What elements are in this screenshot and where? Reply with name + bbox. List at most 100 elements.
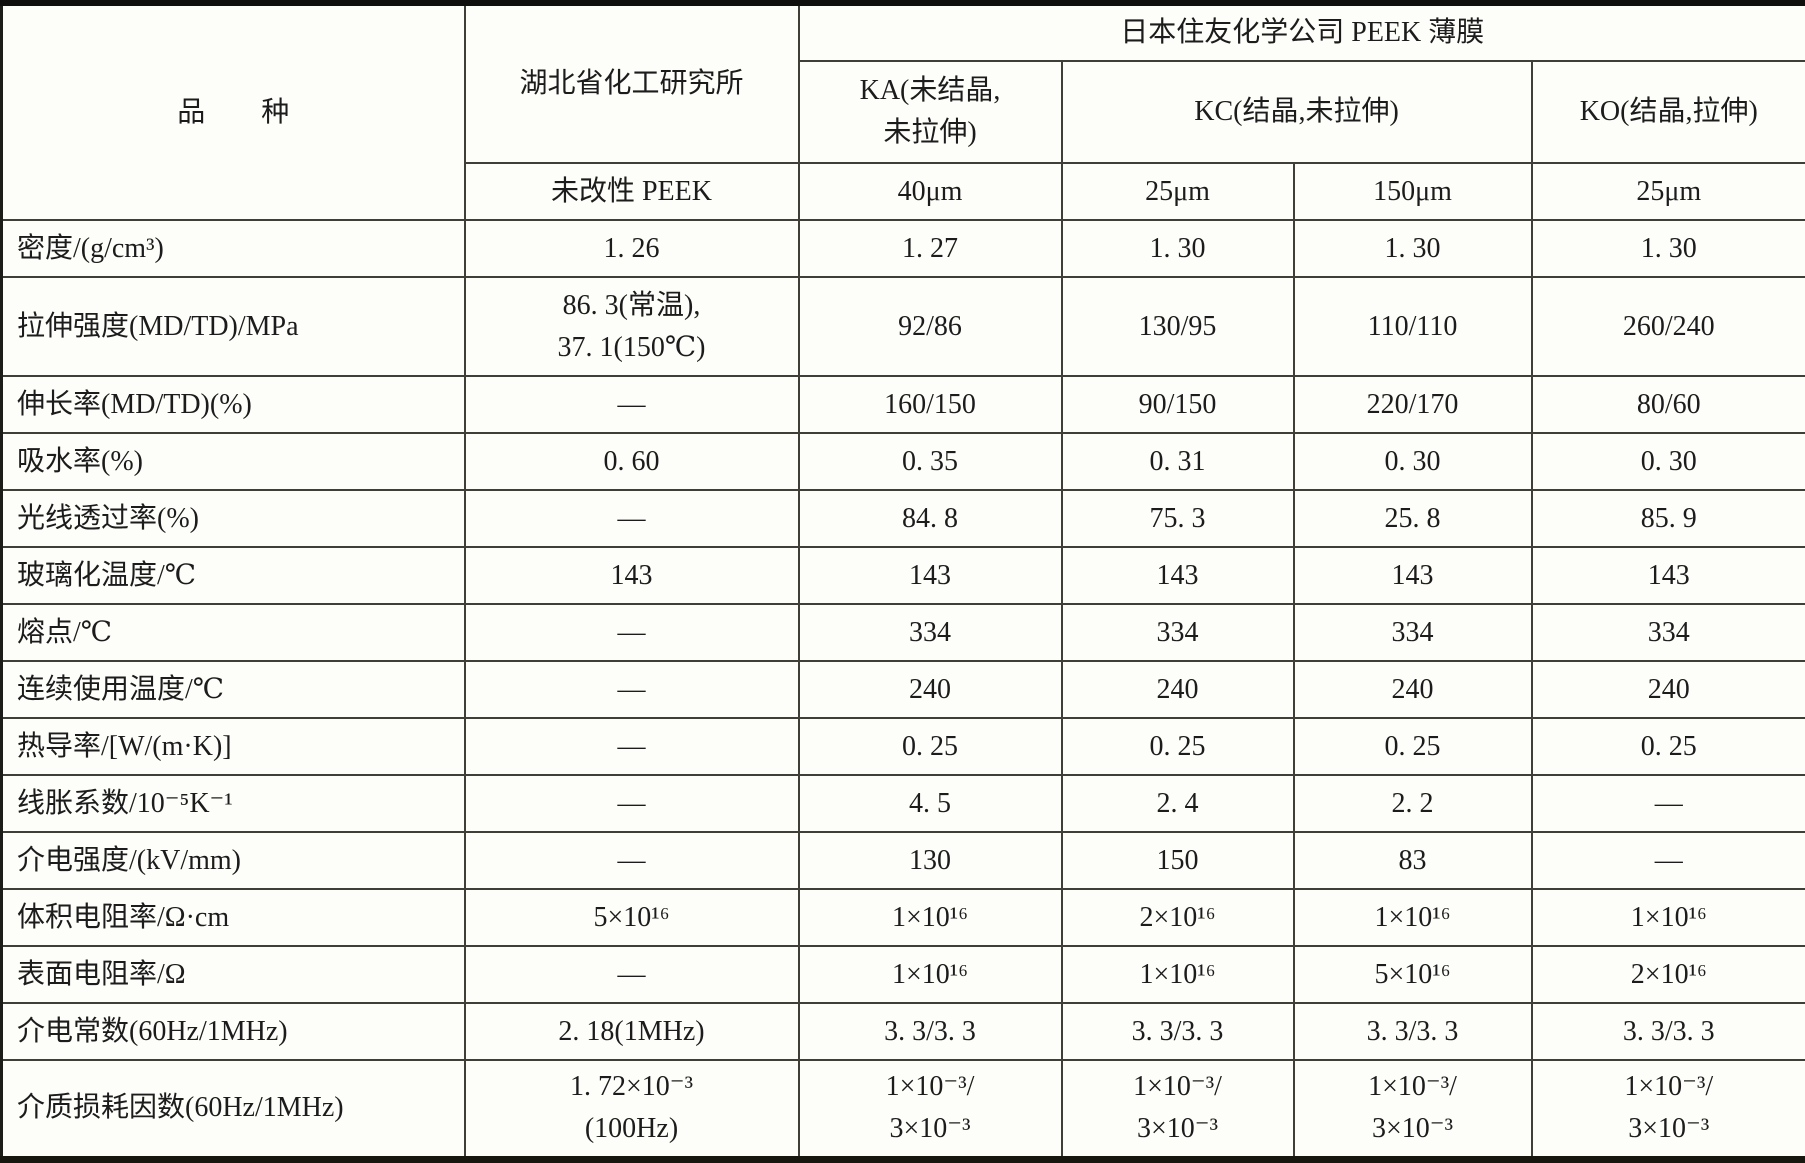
property-value-cell: 1×10⁻³/ 3×10⁻³ <box>1530 1059 1805 1160</box>
property-row-label: 连续使用温度/℃ <box>0 660 466 719</box>
property-row-label: 吸水率(%) <box>0 432 466 491</box>
col-header-grade-ka: KA(未结晶, 未拉伸) <box>797 60 1063 164</box>
property-value-cell: 3. 3/3. 3 <box>1292 1002 1533 1061</box>
property-value-cell: 1. 27 <box>797 219 1063 278</box>
property-value-cell: — <box>463 375 800 434</box>
property-row-label: 密度/(g/cm³) <box>0 219 466 278</box>
property-row: 吸水率(%) 0. 60 0. 35 0. 31 0. 30 0. 30 <box>0 432 1805 491</box>
property-row: 密度/(g/cm³) 1. 26 1. 27 1. 30 1. 30 1. 30 <box>0 219 1805 278</box>
property-row: 热导率/[W/(m·K)] —0. 25 0. 25 0. 25 0. 25 <box>0 717 1805 776</box>
property-value-cell: 143 <box>797 546 1063 605</box>
property-value-cell: 3. 3/3. 3 <box>1060 1002 1295 1061</box>
property-value-cell: 240 <box>1060 660 1295 719</box>
property-value-cell: 0. 30 <box>1292 432 1533 491</box>
property-value-cell: 85. 9 <box>1530 489 1805 548</box>
property-value-cell: 92/86 <box>797 276 1063 377</box>
property-value-cell: 2×10¹⁶ <box>1060 888 1295 947</box>
property-value-cell: 1. 30 <box>1060 219 1295 278</box>
property-value-cell: 83 <box>1292 831 1533 890</box>
property-value-cell: — <box>463 660 800 719</box>
property-value-cell: — <box>463 489 800 548</box>
property-value-cell: 0. 60 <box>463 432 800 491</box>
spec-header-thickness-ka: 40μm <box>797 162 1063 221</box>
property-value-cell: 4. 5 <box>797 774 1063 833</box>
property-row: 表面电阻率/Ω —1×10¹⁶ 1×10¹⁶ 5×10¹⁶ 2×10¹⁶ <box>0 945 1805 1004</box>
property-row-label: 熔点/℃ <box>0 603 466 662</box>
property-row-label: 伸长率(MD/TD)(%) <box>0 375 466 434</box>
property-value-cell: 143 <box>1060 546 1295 605</box>
spec-header-thickness-kc-150: 150μm <box>1292 162 1533 221</box>
property-value-cell: 0. 25 <box>797 717 1063 776</box>
property-value-cell: 0. 35 <box>797 432 1063 491</box>
property-value-cell: 5×10¹⁶ <box>1292 945 1533 1004</box>
property-row-label: 热导率/[W/(m·K)] <box>0 717 466 776</box>
col-header-grade-kc: KC(结晶,未拉伸) <box>1060 60 1533 164</box>
property-row: 熔点/℃ —334 334 334 334 <box>0 603 1805 662</box>
property-value-cell: 143 <box>1530 546 1805 605</box>
property-value-cell: 220/170 <box>1292 375 1533 434</box>
property-value-cell: 1×10¹⁶ <box>1060 945 1295 1004</box>
property-value-cell: 0. 31 <box>1060 432 1295 491</box>
property-value-cell: 3. 3/3. 3 <box>1530 1002 1805 1061</box>
property-value-cell: 110/110 <box>1292 276 1533 377</box>
property-row-label: 线胀系数/10⁻⁵K⁻¹ <box>0 774 466 833</box>
property-row: 线胀系数/10⁻⁵K⁻¹ —4. 5 2. 4 2. 2— <box>0 774 1805 833</box>
property-value-cell: 5×10¹⁶ <box>463 888 800 947</box>
spec-header-thickness-ko: 25μm <box>1530 162 1805 221</box>
property-value-cell: — <box>1530 774 1805 833</box>
property-value-cell: 1. 72×10⁻³ (100Hz) <box>463 1059 800 1160</box>
property-value-cell: — <box>463 774 800 833</box>
property-value-cell: 1×10¹⁶ <box>1530 888 1805 947</box>
property-row: 拉伸强度(MD/TD)/MPa 86. 3(常温), 37. 1(150℃) 92/… <box>0 276 1805 377</box>
property-value-cell: 1×10⁻³/ 3×10⁻³ <box>1292 1059 1533 1160</box>
property-value-cell: 1×10¹⁶ <box>1292 888 1533 947</box>
spec-header-thickness-kc-25: 25μm <box>1060 162 1295 221</box>
property-value-cell: 84. 8 <box>797 489 1063 548</box>
property-value-cell: 2. 18(1MHz) <box>463 1002 800 1061</box>
property-row: 伸长率(MD/TD)(%) —160/150 90/150 220/170 80/60 <box>0 375 1805 434</box>
property-value-cell: 150 <box>1060 831 1295 890</box>
property-value-cell: 240 <box>1530 660 1805 719</box>
property-row: 玻璃化温度/℃ 143 143 143 143 143 <box>0 546 1805 605</box>
property-value-cell: 0. 25 <box>1292 717 1533 776</box>
header-row-producers: 品 种 湖北省化工研究所 日本住友化学公司 PEEK 薄膜 <box>0 2 1805 221</box>
property-value-cell: — <box>463 717 800 776</box>
property-value-cell: 130/95 <box>1060 276 1295 377</box>
property-row-label: 介电常数(60Hz/1MHz) <box>0 1002 466 1061</box>
property-value-cell: — <box>463 945 800 1004</box>
property-row-label: 体积电阻率/Ω·cm <box>0 888 466 947</box>
property-value-cell: 2. 2 <box>1292 774 1533 833</box>
property-value-cell: 1×10⁻³/ 3×10⁻³ <box>797 1059 1063 1160</box>
property-value-cell: 3. 3/3. 3 <box>797 1002 1063 1061</box>
property-value-cell: 143 <box>1292 546 1533 605</box>
property-row-label: 表面电阻率/Ω <box>0 945 466 1004</box>
property-row-label: 光线透过率(%) <box>0 489 466 548</box>
property-row: 体积电阻率/Ω·cm 5×10¹⁶ 1×10¹⁶ 2×10¹⁶ 1×10¹⁶ 1×10¹⁶ <box>0 888 1805 947</box>
property-value-cell: 86. 3(常温), 37. 1(150℃) <box>463 276 800 377</box>
property-value-cell: 240 <box>1292 660 1533 719</box>
property-row-label: 拉伸强度(MD/TD)/MPa <box>0 276 466 377</box>
col-header-hubei-institute: 湖北省化工研究所 <box>463 2 800 164</box>
property-value-cell: 334 <box>1292 603 1533 662</box>
table-body: 密度/(g/cm³) 1. 26 1. 27 1. 30 1. 30 1. 30 拉伸强度(… <box>0 219 1805 1160</box>
property-value-cell: 90/150 <box>1060 375 1295 434</box>
property-value-cell: 1. 26 <box>463 219 800 278</box>
property-row: 介电强度/(kV/mm) —130 150 83— <box>0 831 1805 890</box>
property-value-cell: 25. 8 <box>1292 489 1533 548</box>
property-value-cell: 1. 30 <box>1530 219 1805 278</box>
property-value-cell: — <box>1530 831 1805 890</box>
property-value-cell: 2×10¹⁶ <box>1530 945 1805 1004</box>
property-value-cell: — <box>463 831 800 890</box>
property-value-cell: 160/150 <box>797 375 1063 434</box>
property-value-cell: 1. 30 <box>1292 219 1533 278</box>
header-row-grades: KA(未结晶, 未拉伸) KC(结晶,未拉伸) KO(结晶,拉伸) <box>2 60 1805 164</box>
property-row-label: 玻璃化温度/℃ <box>0 546 466 605</box>
property-value-cell: 130 <box>797 831 1063 890</box>
property-value-cell: 0. 30 <box>1530 432 1805 491</box>
property-value-cell: 1×10⁻³/ 3×10⁻³ <box>1060 1059 1295 1160</box>
col-header-variety: 品 种 <box>0 2 466 221</box>
col-header-sumitomo-peek-film: 日本住友化学公司 PEEK 薄膜 <box>797 2 1805 62</box>
property-value-cell: 75. 3 <box>1060 489 1295 548</box>
